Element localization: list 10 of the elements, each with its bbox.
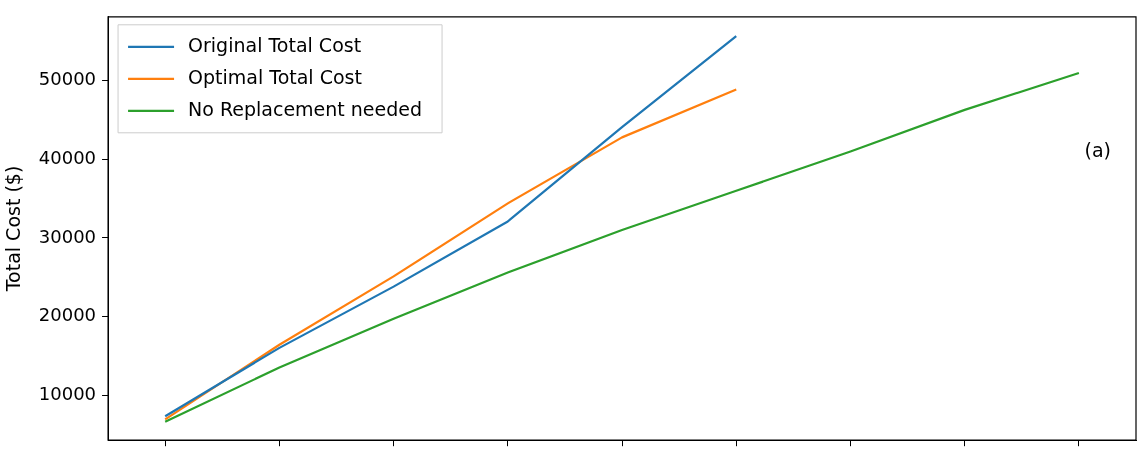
y-tick-label: 10000 [38, 382, 97, 404]
legend-label: Optimal Total Cost [188, 65, 362, 88]
y-tick-label: 30000 [38, 225, 97, 247]
y-tick-label: 40000 [38, 147, 97, 169]
legend-label: Original Total Cost [188, 33, 362, 56]
y-tick-label: 50000 [38, 68, 97, 90]
y-axis-title: Total Cost ($) [2, 165, 25, 293]
annotation: (a) [1084, 139, 1111, 162]
y-tick-label: 20000 [38, 304, 97, 326]
legend-label: No Replacement needed [188, 97, 423, 120]
